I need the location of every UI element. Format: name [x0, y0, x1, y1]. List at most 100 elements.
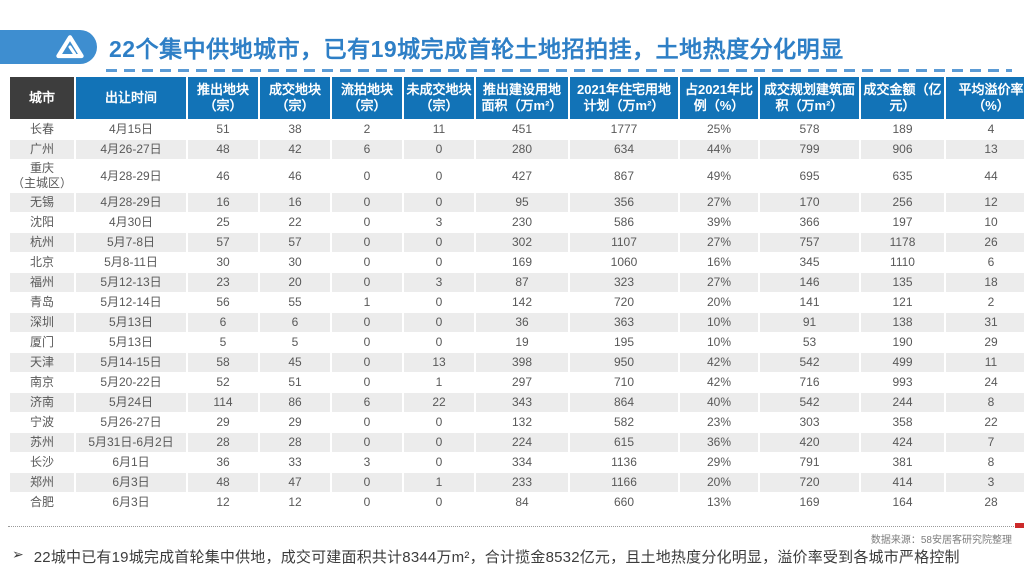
data-cell: 31 [946, 313, 1024, 332]
data-cell: 695 [760, 160, 859, 192]
data-cell: 586 [570, 213, 678, 232]
data-cell: 0 [404, 253, 474, 272]
city-cell: 杭州 [10, 233, 74, 252]
data-cell: 1060 [570, 253, 678, 272]
data-cell: 381 [861, 453, 944, 472]
data-cell: 44 [946, 160, 1024, 192]
data-cell: 5月12-13日 [76, 273, 186, 292]
title-dashed-divider [106, 69, 1012, 72]
table-row: 长沙 6月1日 36 33 3 0 334 1136 29% 791 381 8 [10, 453, 1024, 472]
table-row: 杭州 5月7-8日 57 57 0 0 302 1107 27% 757 1178 26 [10, 233, 1024, 252]
data-cell: 1 [404, 473, 474, 492]
city-cell: 北京 [10, 253, 74, 272]
city-cell: 天津 [10, 353, 74, 372]
data-cell: 29% [680, 453, 758, 472]
city-cell: 重庆 （主城区） [10, 160, 74, 192]
data-cell: 16 [188, 193, 258, 212]
data-cell: 48 [188, 473, 258, 492]
data-cell: 12 [946, 193, 1024, 212]
table-header-row: 城市 出让时间 推出地块（宗） 成交地块（宗） 流拍地块（宗） 未成交地块（宗） 推出建设用… [10, 77, 1024, 119]
data-cell: 16 [260, 193, 330, 212]
data-cell: 13 [404, 353, 474, 372]
data-cell: 302 [476, 233, 568, 252]
column-header-3: 成交地块（宗） [260, 77, 330, 119]
data-cell: 4月28-29日 [76, 160, 186, 192]
data-cell: 345 [760, 253, 859, 272]
data-cell: 1136 [570, 453, 678, 472]
data-cell: 52 [188, 373, 258, 392]
column-header-0: 城市 [10, 77, 74, 119]
data-cell: 499 [861, 353, 944, 372]
data-cell: 18 [946, 273, 1024, 292]
table-row: 合肥 6月3日 12 12 0 0 84 660 13% 169 164 28 [10, 493, 1024, 512]
table-row: 广州 4月26-27日 48 42 6 0 280 634 44% 799 906 13 [10, 140, 1024, 159]
data-cell: 0 [332, 273, 402, 292]
data-cell: 36% [680, 433, 758, 452]
data-cell: 358 [861, 413, 944, 432]
data-cell: 334 [476, 453, 568, 472]
data-cell: 57 [188, 233, 258, 252]
data-cell: 7 [946, 433, 1024, 452]
data-cell: 1110 [861, 253, 944, 272]
data-cell: 38 [260, 120, 330, 139]
data-cell: 12 [188, 493, 258, 512]
city-cell: 济南 [10, 393, 74, 412]
data-cell: 1 [332, 293, 402, 312]
red-edge-mark [1015, 523, 1024, 528]
data-cell: 190 [861, 333, 944, 352]
data-cell: 5月7-8日 [76, 233, 186, 252]
data-source-note: 数据来源：58安居客研究院整理 [870, 535, 1012, 546]
data-cell: 48 [188, 140, 258, 159]
data-cell: 0 [404, 313, 474, 332]
table-row: 青岛 5月12-14日 56 55 1 0 142 720 20% 141 121 2 [10, 293, 1024, 312]
table-row: 重庆 （主城区） 4月28-29日 46 46 0 0 427 867 49% 695 635 44 [10, 160, 1024, 192]
data-cell: 1166 [570, 473, 678, 492]
data-cell: 87 [476, 273, 568, 292]
data-cell: 138 [861, 313, 944, 332]
anjuke-triangle-logo-icon [55, 33, 85, 61]
data-cell: 230 [476, 213, 568, 232]
data-cell: 542 [760, 393, 859, 412]
data-cell: 22 [946, 413, 1024, 432]
city-cell: 沈阳 [10, 213, 74, 232]
data-cell: 141 [760, 293, 859, 312]
data-cell: 51 [188, 120, 258, 139]
data-cell: 867 [570, 160, 678, 192]
table-row: 苏州 5月31日-6月2日 28 28 0 0 224 615 36% 420 424 7 [10, 433, 1024, 452]
data-cell: 0 [404, 140, 474, 159]
land-supply-table: 城市 出让时间 推出地块（宗） 成交地块（宗） 流拍地块（宗） 未成交地块（宗） 推出建设用… [8, 76, 1024, 513]
table-row: 南京 5月20-22日 52 51 0 1 297 710 42% 716 993 24 [10, 373, 1024, 392]
data-cell: 363 [570, 313, 678, 332]
city-cell: 长沙 [10, 453, 74, 472]
data-cell: 53 [760, 333, 859, 352]
data-cell: 45 [260, 353, 330, 372]
column-header-11: 平均溢价率（%） [946, 77, 1024, 119]
data-cell: 5月26-27日 [76, 413, 186, 432]
data-cell: 0 [332, 193, 402, 212]
data-cell: 0 [404, 413, 474, 432]
data-cell: 49% [680, 160, 758, 192]
data-cell: 0 [404, 233, 474, 252]
data-cell: 5月12-14日 [76, 293, 186, 312]
data-cell: 142 [476, 293, 568, 312]
table-row: 长春 4月15日 51 38 2 11 451 1777 25% 578 189 4 [10, 120, 1024, 139]
data-cell: 0 [332, 373, 402, 392]
data-cell: 578 [760, 120, 859, 139]
data-cell: 51 [260, 373, 330, 392]
data-cell: 244 [861, 393, 944, 412]
data-cell: 297 [476, 373, 568, 392]
data-cell: 6月1日 [76, 453, 186, 472]
data-cell: 5月13日 [76, 333, 186, 352]
data-cell: 366 [760, 213, 859, 232]
data-cell: 4 [946, 120, 1024, 139]
column-header-10: 成交金额（亿元） [861, 77, 944, 119]
table-row: 无锡 4月28-29日 16 16 0 0 95 356 27% 170 256 12 [10, 193, 1024, 212]
data-cell: 950 [570, 353, 678, 372]
data-cell: 5月14-15日 [76, 353, 186, 372]
data-cell: 10% [680, 333, 758, 352]
data-cell: 233 [476, 473, 568, 492]
data-cell: 4月26-27日 [76, 140, 186, 159]
data-cell: 25% [680, 120, 758, 139]
data-cell: 0 [404, 493, 474, 512]
data-cell: 791 [760, 453, 859, 472]
